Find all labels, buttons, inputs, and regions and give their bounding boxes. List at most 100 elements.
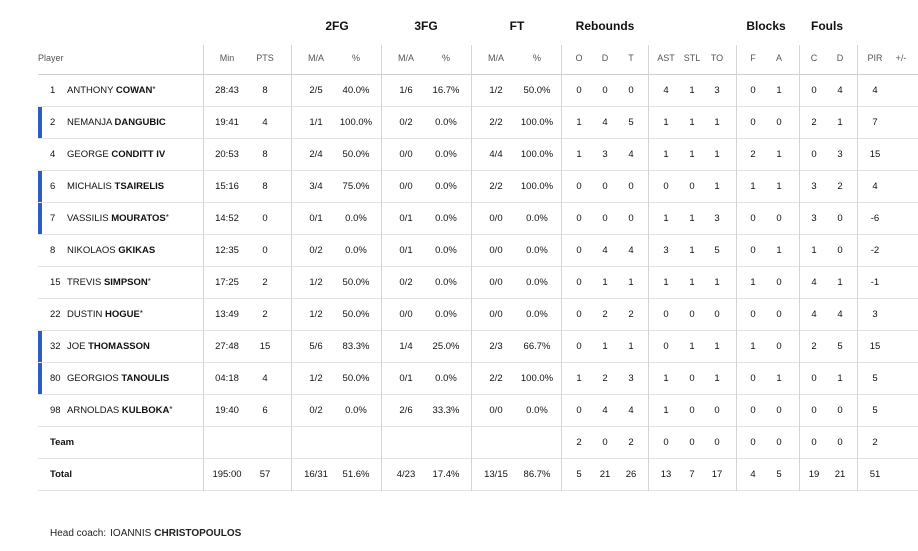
stat-cell: 15	[869, 341, 881, 352]
player-name-link[interactable]: ANTHONY COWAN*	[67, 85, 155, 96]
stat-cell: 1/6	[399, 85, 413, 96]
column-header: Min	[219, 53, 235, 63]
player-number: 98	[50, 405, 61, 416]
player-number: 2	[50, 117, 56, 128]
stat-cell: 0	[576, 181, 582, 192]
player-number: 22	[50, 309, 61, 320]
player-name-link[interactable]: GEORGIOS TANOULIS	[67, 373, 169, 384]
stat-cell: 5	[837, 341, 843, 352]
stat-cell: 25.0%	[432, 341, 460, 352]
player-name-link[interactable]: DUSTIN HOGUE*	[67, 309, 143, 320]
player-name-link[interactable]: ARNOLDAS KULBOKA*	[67, 405, 173, 416]
player-first-name: GEORGE	[67, 149, 112, 160]
stat-cell: 7	[872, 117, 878, 128]
stat-cell: 2	[811, 117, 817, 128]
player-name-link[interactable]: NEMANJA DANGUBIC	[67, 117, 166, 128]
stat-cell: 14:52	[215, 213, 239, 224]
stat-cell: 2/2	[489, 117, 503, 128]
stat-cell: 0	[689, 309, 695, 320]
total-stat-cell: 19	[808, 469, 820, 480]
column-divider	[648, 45, 649, 491]
player-highlight-bar	[38, 107, 42, 138]
player-name-link[interactable]: TREVIS SIMPSON*	[67, 277, 151, 288]
team-stat-cell: 0	[714, 437, 720, 448]
total-stat-cell: 195:00	[212, 469, 242, 480]
group-header: Blocks	[746, 19, 786, 33]
column-header: M/A	[397, 53, 415, 63]
stat-cell: 0	[689, 181, 695, 192]
stat-cell: 4	[602, 245, 608, 256]
player-first-name: TREVIS	[67, 277, 104, 288]
player-number: 15	[50, 277, 61, 288]
player-last-name: TSAIRELIS	[114, 181, 165, 192]
column-header-player: Player	[38, 53, 64, 63]
stat-cell: 0.0%	[435, 245, 457, 256]
stat-cell: 1	[714, 117, 720, 128]
stat-cell: 0.0%	[526, 309, 548, 320]
player-first-name: JOE	[67, 341, 89, 352]
column-header: %	[532, 53, 542, 63]
stat-cell: 0	[837, 213, 843, 224]
total-stat-cell: 26	[625, 469, 637, 480]
player-number: 7	[50, 213, 56, 224]
stat-cell: 0	[776, 405, 782, 416]
stat-cell: 1	[576, 117, 582, 128]
stat-cell: 1	[714, 341, 720, 352]
column-header: STL	[683, 53, 701, 63]
stat-cell: 4	[262, 373, 268, 384]
stat-cell: 2/2	[489, 181, 503, 192]
stat-cell: 0.0%	[435, 277, 457, 288]
stat-cell: 0/1	[399, 245, 413, 256]
stat-cell: 04:18	[215, 373, 239, 384]
total-stat-cell: 17	[711, 469, 723, 480]
team-stat-cell: 0	[663, 437, 669, 448]
stat-cell: 4	[837, 309, 843, 320]
stat-cell: 5	[714, 245, 720, 256]
stat-cell: 0	[750, 309, 756, 320]
stat-cell: 0/0	[399, 181, 413, 192]
column-divider	[799, 45, 800, 491]
column-header: F	[750, 53, 756, 63]
team-stat-cell: 0	[776, 437, 782, 448]
stat-cell: 0	[750, 85, 756, 96]
column-divider	[561, 45, 562, 491]
stat-cell: 0/1	[399, 373, 413, 384]
stat-cell: 33.3%	[432, 405, 460, 416]
stat-cell: 0	[628, 181, 634, 192]
player-name-link[interactable]: VASSILIS MOURATOS*	[67, 213, 169, 224]
player-name-link[interactable]: JOE THOMASSON	[67, 341, 150, 352]
stat-cell: 0	[714, 309, 720, 320]
stat-cell: 5/6	[309, 341, 323, 352]
stat-cell: 0	[576, 341, 582, 352]
stat-cell: 5	[628, 117, 634, 128]
stat-cell: 0/0	[399, 309, 413, 320]
row-divider	[38, 170, 918, 171]
total-stat-cell: 5	[776, 469, 782, 480]
stat-cell: 50.0%	[342, 309, 370, 320]
stat-cell: 0.0%	[435, 117, 457, 128]
stat-cell: 1	[602, 341, 608, 352]
player-name-link[interactable]: MICHALIS TSAIRELIS	[67, 181, 164, 192]
stat-cell: 1	[689, 149, 695, 160]
stat-cell: 0.0%	[435, 181, 457, 192]
stat-cell: 100.0%	[339, 117, 373, 128]
stat-cell: 1	[837, 117, 843, 128]
stat-cell: 1	[689, 213, 695, 224]
column-header: M/A	[307, 53, 325, 63]
stat-cell: 1	[714, 277, 720, 288]
stat-cell: 1	[602, 277, 608, 288]
head-coach-first-name: IOANNIS	[110, 528, 152, 539]
stat-cell: 1	[750, 181, 756, 192]
player-name-link[interactable]: GEORGE CONDITT IV	[67, 149, 165, 160]
stat-cell: 2	[628, 309, 634, 320]
player-first-name: VASSILIS	[67, 213, 112, 224]
stat-cell: 1	[689, 85, 695, 96]
stat-cell: 1	[689, 245, 695, 256]
team-row-label: Team	[50, 437, 75, 448]
stat-cell: 1	[776, 85, 782, 96]
player-last-name: HOGUE	[105, 309, 140, 320]
stat-cell: 0.0%	[526, 277, 548, 288]
player-name-link[interactable]: NIKOLAOS GKIKAS	[67, 245, 155, 256]
player-highlight-bar	[38, 363, 42, 394]
stat-cell: 0	[689, 373, 695, 384]
